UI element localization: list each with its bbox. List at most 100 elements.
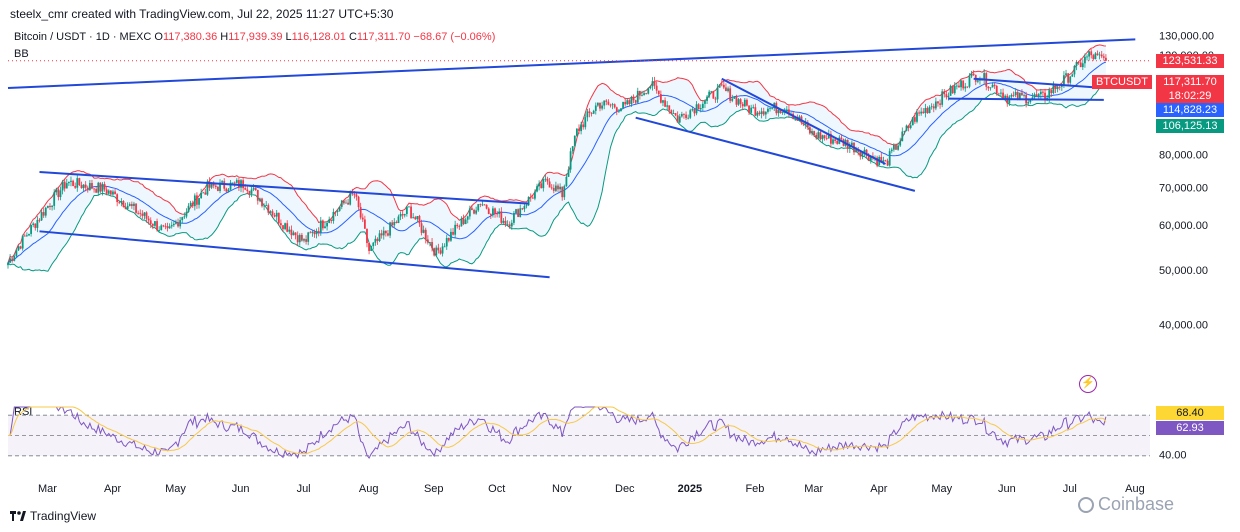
candle-body bbox=[376, 238, 379, 242]
candle-body bbox=[840, 137, 843, 140]
candle-body bbox=[672, 113, 675, 114]
candle-body bbox=[653, 81, 656, 86]
candle-body bbox=[662, 100, 664, 103]
candle-body bbox=[1102, 56, 1105, 58]
candle-body bbox=[67, 181, 70, 184]
candle-body bbox=[913, 117, 916, 122]
candle-body bbox=[659, 94, 662, 103]
candle-body bbox=[189, 202, 192, 206]
candle-body bbox=[1023, 94, 1025, 96]
candle-body bbox=[941, 91, 944, 105]
candle-body bbox=[487, 208, 490, 214]
candle-body bbox=[51, 205, 53, 208]
indicator-label-bb[interactable]: BB bbox=[14, 48, 29, 60]
candle-body bbox=[911, 117, 914, 126]
tag-bb-upper: 123,531.33 bbox=[1156, 54, 1224, 68]
rsi-tick-label: 40.00 bbox=[1159, 450, 1187, 462]
ohlc-high-label: H bbox=[220, 31, 229, 43]
candle-body bbox=[718, 84, 721, 88]
candle-body bbox=[91, 183, 93, 189]
candle-body bbox=[120, 201, 123, 203]
candle-body bbox=[1073, 65, 1076, 75]
candle-body bbox=[760, 111, 763, 114]
x-tick-label: Sep bbox=[424, 483, 444, 495]
candle-body bbox=[416, 216, 419, 220]
candle-body bbox=[30, 224, 32, 234]
candle-body bbox=[11, 258, 14, 261]
candle-body bbox=[525, 205, 528, 207]
candle-body bbox=[538, 183, 541, 187]
lightning-icon[interactable]: ⚡ bbox=[1079, 375, 1097, 393]
candle-body bbox=[137, 212, 140, 214]
candle-body bbox=[888, 151, 891, 166]
candle-body bbox=[851, 142, 853, 146]
candle-body bbox=[256, 190, 259, 201]
candle-body bbox=[477, 204, 480, 211]
candle-body bbox=[494, 208, 496, 214]
candle-body bbox=[483, 204, 486, 206]
candle-body bbox=[1027, 102, 1030, 104]
candle-body bbox=[296, 235, 299, 243]
coinbase-icon bbox=[1078, 496, 1094, 513]
candle-body bbox=[170, 225, 173, 227]
candle-body bbox=[124, 206, 127, 209]
candle-body bbox=[309, 232, 312, 234]
candle-body bbox=[162, 225, 165, 227]
trendline-channel-top bbox=[39, 171, 529, 205]
candle-body bbox=[892, 144, 895, 150]
candle-body bbox=[36, 219, 39, 228]
candle-body bbox=[926, 107, 929, 114]
candle-body bbox=[624, 101, 627, 105]
candle-body bbox=[830, 133, 832, 144]
candle-body bbox=[720, 84, 723, 86]
candle-body bbox=[584, 117, 587, 128]
candle-body bbox=[989, 87, 992, 89]
candle-body bbox=[548, 181, 551, 188]
trendline-channel-bottom bbox=[39, 230, 550, 279]
candle-body bbox=[387, 233, 389, 236]
candle-body bbox=[758, 112, 761, 114]
candle-body bbox=[426, 239, 429, 243]
candle-body bbox=[680, 114, 683, 117]
footer-brand: TradingView bbox=[30, 509, 97, 523]
candle-body bbox=[811, 131, 813, 134]
candle-body bbox=[286, 223, 289, 232]
candle-body bbox=[611, 104, 614, 106]
candle-body bbox=[202, 192, 205, 194]
candle-body bbox=[294, 232, 297, 236]
candle-body bbox=[355, 194, 358, 197]
candle-body bbox=[384, 230, 387, 234]
candle-body bbox=[109, 190, 112, 195]
candle-body bbox=[349, 193, 352, 205]
candle-body bbox=[764, 111, 767, 115]
trendline-wedge-bottom bbox=[635, 116, 916, 192]
tag-rsi-ma: 62.93 bbox=[1156, 421, 1224, 435]
candle-body bbox=[928, 107, 931, 114]
candle-body bbox=[1067, 73, 1070, 83]
candle-body bbox=[485, 204, 488, 209]
candle-body bbox=[903, 130, 906, 132]
candle-body bbox=[1021, 92, 1023, 96]
candle-body bbox=[823, 135, 826, 139]
candle-body bbox=[284, 223, 287, 230]
ohlc-open: 117,380.36 bbox=[162, 31, 218, 43]
candle-body bbox=[573, 135, 576, 147]
candle-body bbox=[502, 220, 505, 223]
candle-body bbox=[498, 211, 501, 214]
candle-body bbox=[1094, 53, 1097, 60]
candle-body bbox=[576, 128, 578, 136]
candle-body bbox=[920, 111, 923, 114]
footer: TradingView bbox=[10, 509, 96, 523]
trendline-long-resistance bbox=[7, 38, 1136, 89]
candle-body bbox=[678, 116, 681, 123]
candle-body bbox=[632, 97, 635, 101]
candle-body bbox=[781, 112, 784, 113]
candle-body bbox=[756, 112, 759, 116]
candle-body bbox=[1014, 92, 1017, 96]
candle-body bbox=[909, 125, 912, 128]
candle-body bbox=[500, 211, 503, 223]
x-tick-label: Oct bbox=[488, 483, 505, 495]
candle-body bbox=[445, 238, 448, 247]
candle-body bbox=[298, 234, 301, 243]
